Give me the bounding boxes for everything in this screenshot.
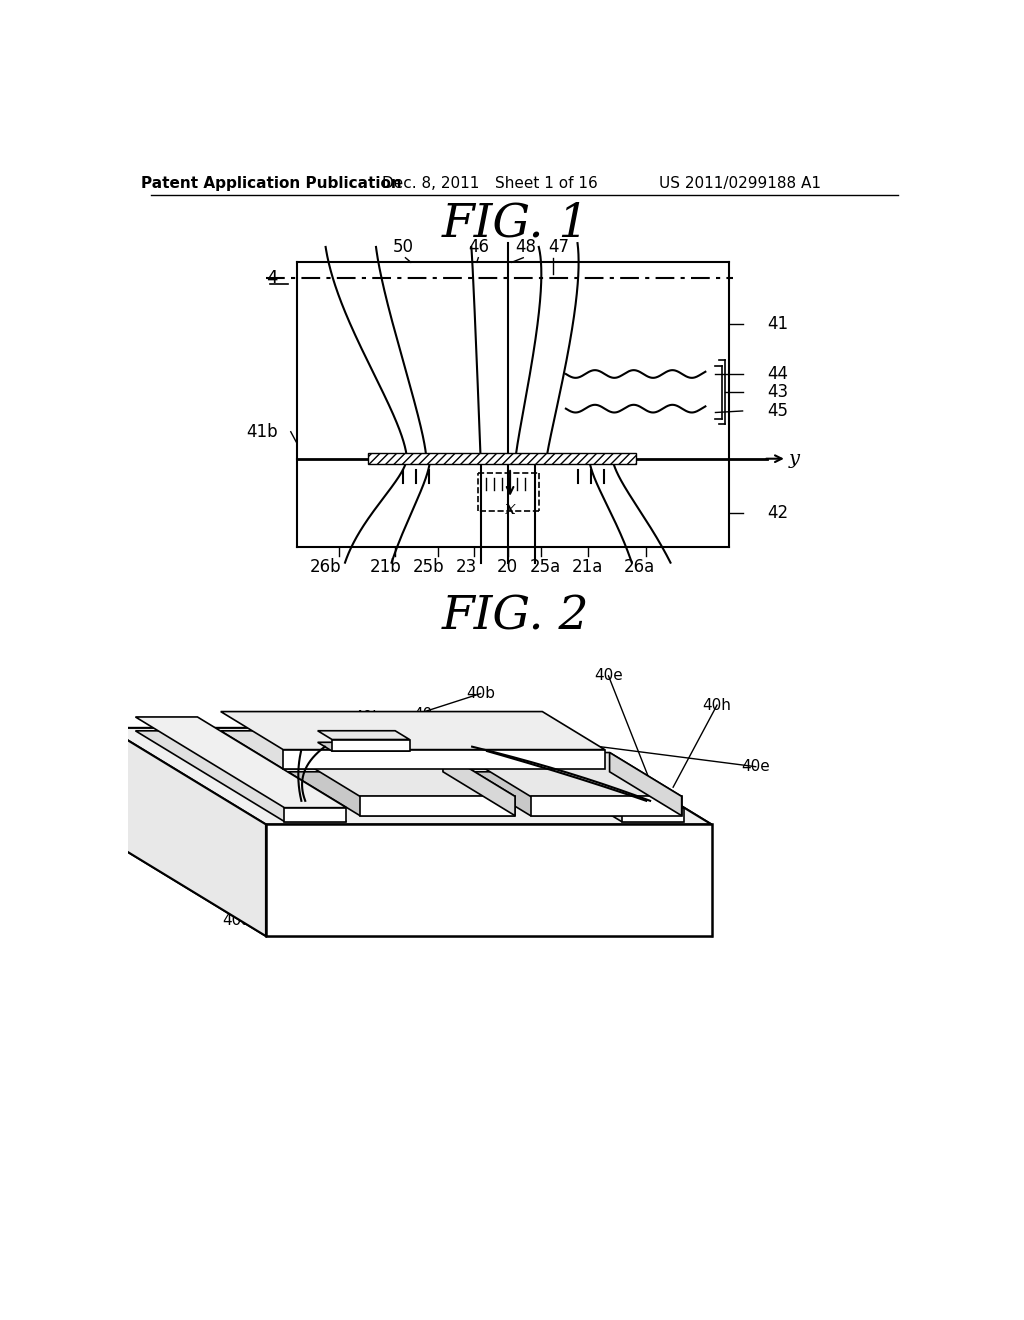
Text: 40e: 40e [481, 775, 511, 789]
Polygon shape [135, 717, 346, 808]
Text: 23: 23 [456, 557, 476, 576]
Polygon shape [360, 796, 515, 816]
Polygon shape [443, 752, 515, 816]
Polygon shape [108, 840, 712, 936]
Text: y: y [790, 450, 800, 467]
Text: 26a: 26a [624, 557, 655, 576]
Text: 45: 45 [767, 403, 788, 420]
Text: 26b: 26b [310, 557, 341, 576]
Text: 48: 48 [515, 238, 537, 256]
Polygon shape [284, 750, 605, 768]
Text: 50: 50 [392, 238, 414, 256]
Text: 40: 40 [413, 706, 432, 722]
Polygon shape [459, 772, 682, 816]
Text: FIG. 1: FIG. 1 [441, 201, 590, 247]
Text: 40h: 40h [702, 697, 731, 713]
Text: 50: 50 [357, 890, 377, 906]
Text: 40e: 40e [741, 759, 770, 775]
Polygon shape [288, 752, 515, 796]
Text: 41b: 41b [246, 422, 278, 441]
Polygon shape [369, 453, 636, 465]
Text: FIG. 2: FIG. 2 [441, 594, 590, 639]
Text: 25b: 25b [413, 557, 444, 576]
Text: 25a: 25a [529, 557, 560, 576]
Polygon shape [288, 772, 515, 816]
Text: Sheet 1 of 16: Sheet 1 of 16 [496, 177, 598, 191]
Polygon shape [530, 796, 682, 816]
Polygon shape [472, 731, 684, 821]
Polygon shape [472, 717, 684, 808]
Text: 20: 20 [262, 873, 281, 888]
Text: 21b: 21b [370, 557, 401, 576]
Polygon shape [108, 727, 266, 936]
Text: 21a: 21a [322, 858, 350, 873]
Polygon shape [108, 727, 553, 840]
Text: 25a: 25a [286, 866, 314, 880]
Text: 21b: 21b [222, 898, 251, 913]
Text: F: F [180, 833, 189, 851]
Polygon shape [285, 808, 346, 821]
Text: 40e: 40e [594, 668, 623, 684]
Text: 20: 20 [498, 557, 518, 576]
Polygon shape [459, 752, 682, 796]
Polygon shape [332, 739, 410, 751]
Text: 40a: 40a [222, 913, 251, 928]
Polygon shape [317, 742, 410, 751]
Text: 40g: 40g [524, 871, 553, 886]
Text: x: x [505, 500, 515, 517]
Text: 42: 42 [767, 504, 788, 521]
Text: 46: 46 [468, 238, 488, 256]
Text: 40h: 40h [361, 727, 390, 742]
Text: Dec. 8, 2011: Dec. 8, 2011 [382, 177, 479, 191]
Text: 40h: 40h [648, 843, 677, 859]
Polygon shape [317, 731, 410, 739]
Text: 43: 43 [767, 383, 788, 401]
Text: 47: 47 [549, 238, 569, 256]
Text: 41: 41 [412, 890, 430, 906]
Polygon shape [221, 731, 605, 768]
Polygon shape [221, 711, 605, 750]
Text: Patent Application Publication: Patent Application Publication [141, 177, 401, 191]
Polygon shape [622, 808, 684, 821]
Polygon shape [609, 752, 682, 816]
Text: 40g: 40g [318, 713, 348, 729]
Text: 21a: 21a [571, 557, 603, 576]
Polygon shape [266, 825, 712, 936]
Text: 25b: 25b [226, 886, 255, 902]
Text: 40b: 40b [466, 686, 496, 701]
Polygon shape [135, 731, 346, 821]
Text: 40b: 40b [353, 710, 382, 725]
Text: US 2011/0299188 A1: US 2011/0299188 A1 [659, 177, 821, 191]
Polygon shape [108, 727, 712, 825]
Text: 41: 41 [767, 315, 788, 333]
Polygon shape [553, 727, 712, 936]
Text: 42: 42 [440, 890, 459, 906]
Text: 4: 4 [266, 269, 278, 286]
Text: 40: 40 [394, 747, 414, 762]
Text: 44: 44 [767, 366, 788, 383]
